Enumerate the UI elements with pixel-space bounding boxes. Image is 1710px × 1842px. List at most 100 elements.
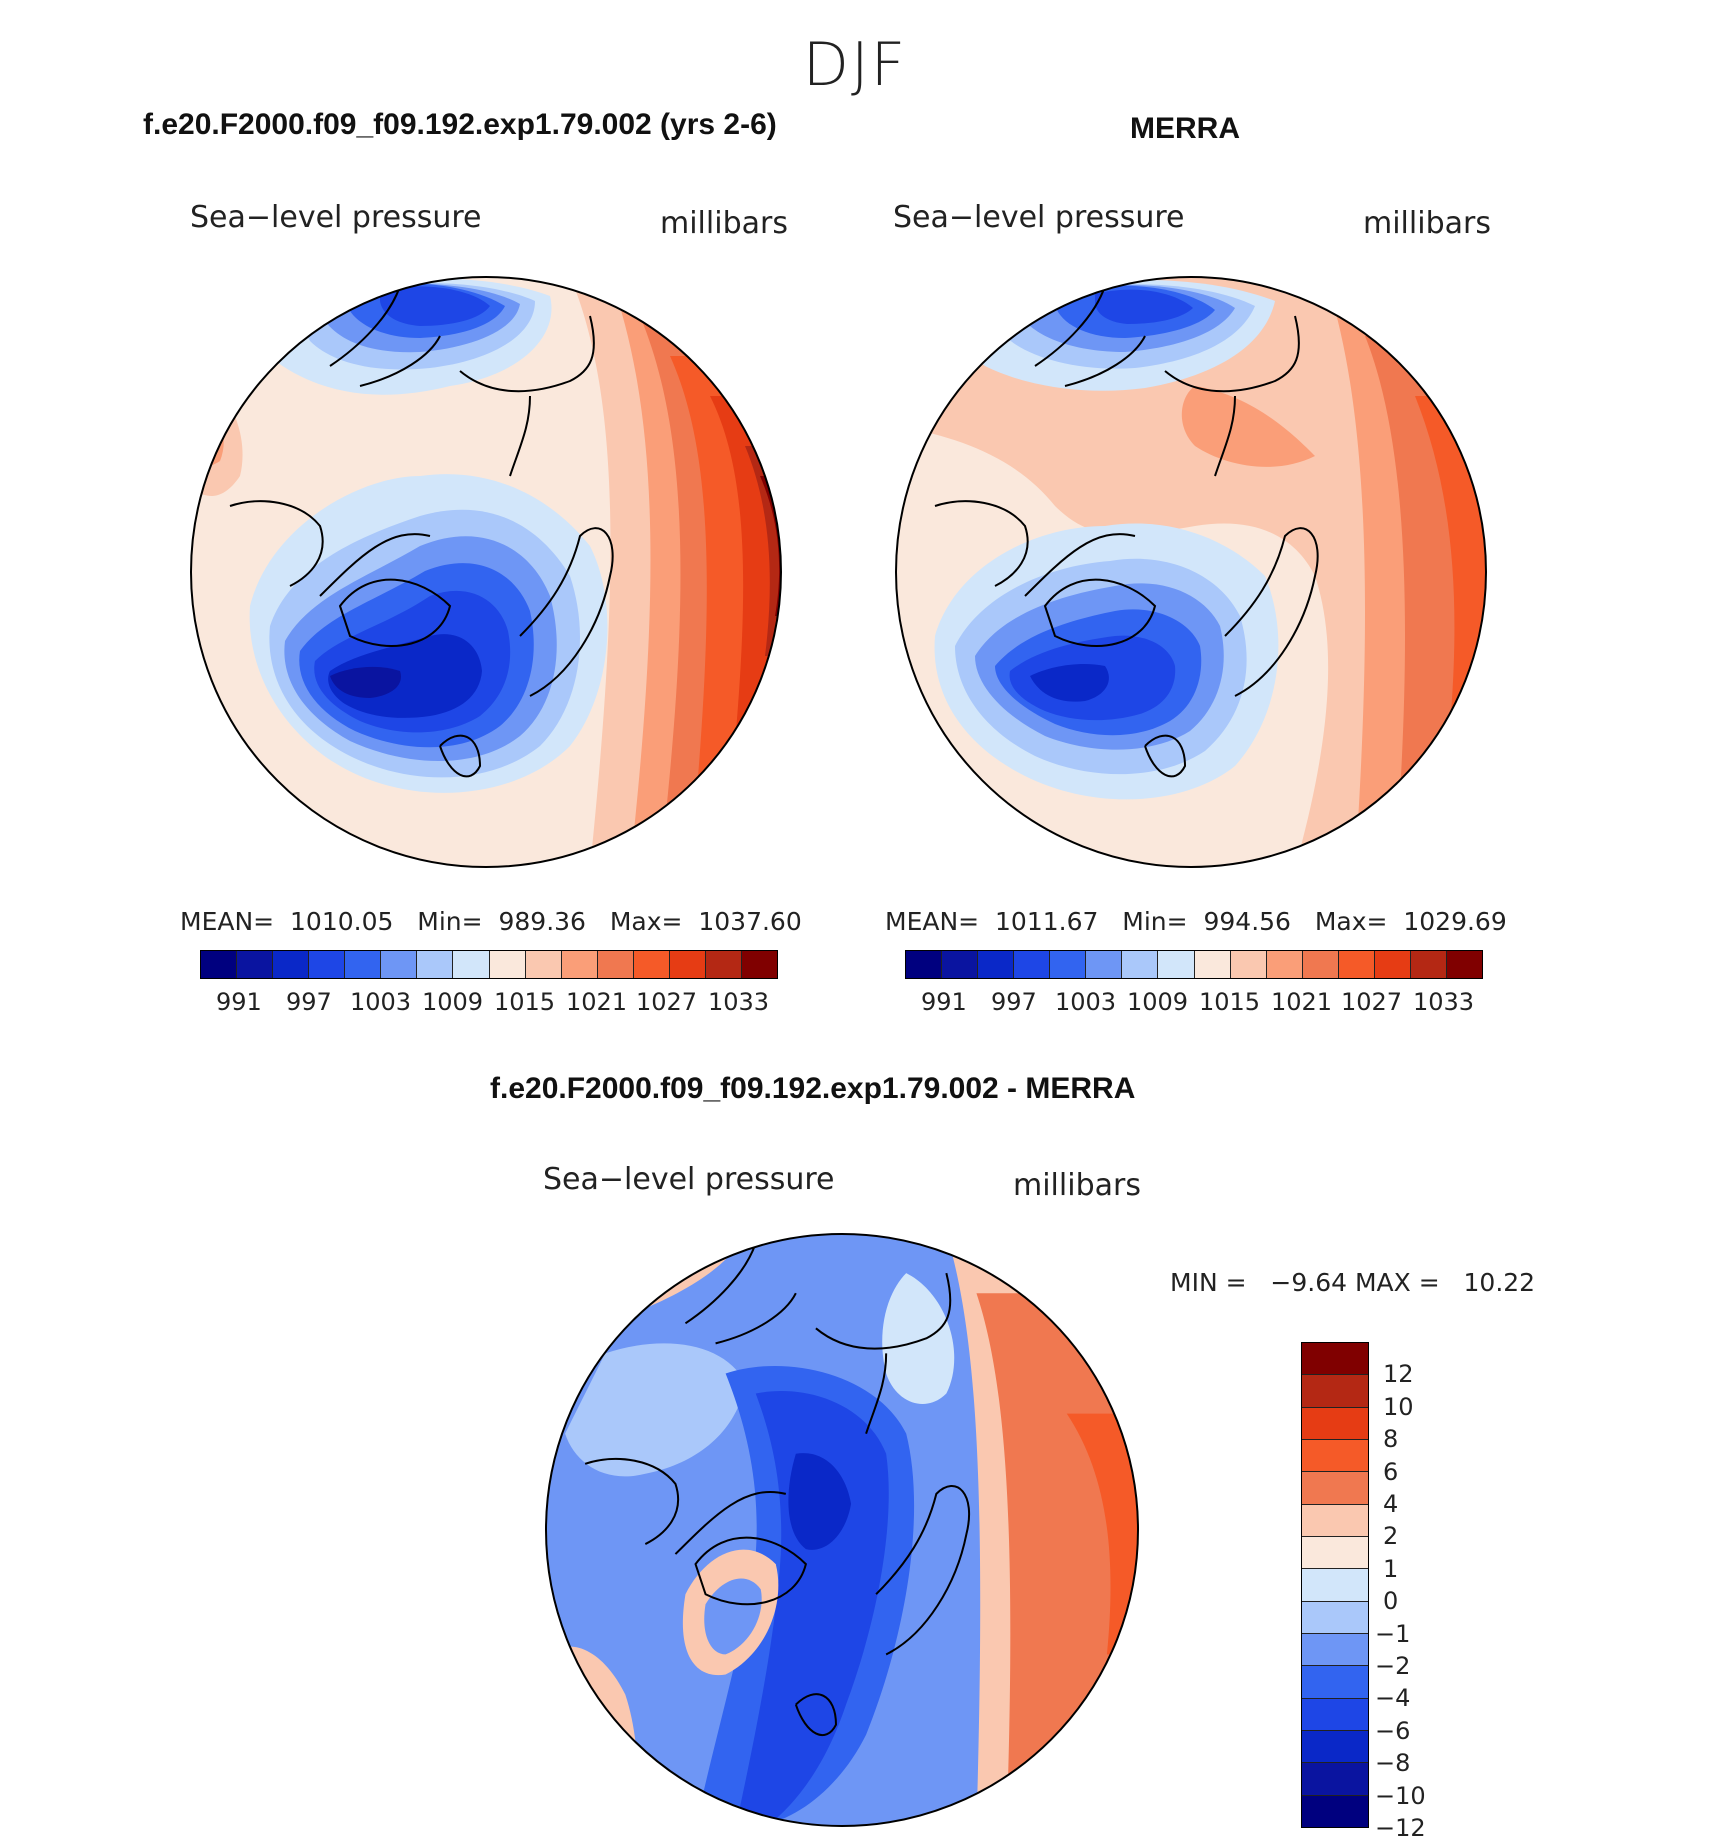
colorbar-swatch [1302, 1439, 1368, 1473]
colorbar-swatch [1302, 1375, 1368, 1408]
colorbar-tick: 1027 [636, 988, 698, 1016]
model-stats: MEAN= 1010.05 Min= 989.36 Max= 1037.60 [180, 907, 802, 936]
colorbar-tick: −12 [1375, 1814, 1426, 1842]
diff-variable-label: Sea−level pressure [543, 1162, 835, 1197]
colorbar-swatch [1122, 951, 1159, 978]
colorbar-tick: −2 [1375, 1652, 1411, 1680]
colorbar-tick: 2 [1383, 1522, 1399, 1551]
colorbar-tick: 6 [1383, 1457, 1399, 1486]
colorbar-swatch [1302, 951, 1339, 978]
colorbar-swatch [942, 951, 979, 978]
model-variable-label: Sea−level pressure [190, 200, 482, 235]
colorbar-swatch [345, 951, 382, 978]
diff-polar-map [545, 1233, 1139, 1827]
colorbar-swatch [1302, 1763, 1368, 1796]
diff-colorbar-labels: 12 10 8 6 4 2 1 0 −1 −2 −4 −6 −8 −10 −12 [1375, 1342, 1463, 1842]
colorbar-swatch [381, 951, 418, 978]
colorbar-tick: −6 [1375, 1716, 1411, 1745]
colorbar-tick: 8 [1383, 1425, 1399, 1454]
colorbar-swatch [1302, 1601, 1368, 1634]
colorbar-tick: 1033 [1413, 988, 1475, 1016]
colorbar-swatch [978, 951, 1015, 978]
colorbar-swatch [1302, 1569, 1368, 1602]
colorbar-swatch [633, 951, 670, 978]
model-colorbar-labels: 991 997 1003 1009 1015 1021 1027 1033 [200, 988, 778, 1018]
colorbar-tick: 1033 [708, 988, 770, 1016]
colorbar-tick: 1021 [1271, 988, 1333, 1016]
colorbar-swatch [273, 951, 310, 978]
colorbar-tick: 1027 [1341, 988, 1403, 1016]
colorbar-swatch [1266, 951, 1303, 978]
colorbar-swatch [741, 951, 777, 978]
colorbar-tick: 4 [1383, 1490, 1399, 1518]
colorbar-swatch [906, 951, 943, 978]
colorbar-tick: −10 [1375, 1781, 1426, 1810]
obs-colorbar-labels: 991 997 1003 1009 1015 1021 1027 1033 [905, 988, 1483, 1018]
colorbar-tick: 1015 [1199, 988, 1261, 1016]
colorbar-swatch [1230, 951, 1267, 978]
colorbar-tick: 1015 [494, 988, 556, 1016]
colorbar-swatch [1050, 951, 1087, 978]
colorbar-swatch [1302, 1730, 1368, 1764]
colorbar-swatch [489, 951, 526, 978]
obs-stats: MEAN= 1011.67 Min= 994.56 Max= 1029.69 [885, 907, 1507, 936]
colorbar-tick: −1 [1375, 1619, 1411, 1648]
colorbar-swatch [1302, 1633, 1368, 1667]
colorbar-swatch [1086, 951, 1123, 978]
colorbar-tick: 1 [1383, 1554, 1399, 1583]
colorbar-swatch [669, 951, 706, 978]
colorbar-swatch [201, 951, 238, 978]
colorbar-swatch [1302, 1407, 1368, 1440]
colorbar-swatch [1446, 951, 1482, 978]
colorbar-tick: 10 [1383, 1392, 1414, 1421]
colorbar-tick: 1009 [1127, 988, 1189, 1016]
colorbar-swatch [1302, 1536, 1368, 1570]
model-colorbar [200, 950, 778, 979]
obs-polar-map [895, 276, 1487, 868]
colorbar-swatch [453, 951, 490, 978]
colorbar-swatch [561, 951, 598, 978]
colorbar-swatch [1158, 951, 1195, 978]
model-polar-map [190, 276, 782, 868]
colorbar-tick: 997 [286, 988, 332, 1016]
colorbar-swatch [1302, 1698, 1368, 1731]
colorbar-swatch [237, 951, 274, 978]
colorbar-swatch [1410, 951, 1447, 978]
season-title: DJF [802, 30, 908, 100]
colorbar-swatch [1338, 951, 1375, 978]
colorbar-swatch [1302, 1666, 1368, 1699]
colorbar-tick: 0 [1383, 1587, 1399, 1616]
colorbar-swatch [1302, 1343, 1368, 1376]
colorbar-tick: 1003 [350, 988, 412, 1016]
colorbar-tick: 1021 [566, 988, 628, 1016]
obs-panel-title: MERRA [1130, 112, 1240, 145]
colorbar-swatch [1302, 1504, 1368, 1537]
colorbar-swatch [525, 951, 562, 978]
colorbar-tick: 1009 [422, 988, 484, 1016]
colorbar-tick: −4 [1375, 1684, 1411, 1713]
colorbar-swatch [1014, 951, 1051, 978]
colorbar-tick: 12 [1383, 1360, 1414, 1389]
diff-colorbar [1301, 1342, 1369, 1828]
colorbar-tick: −8 [1375, 1749, 1411, 1778]
colorbar-swatch [597, 951, 634, 978]
model-units-label: millibars [660, 206, 788, 241]
obs-variable-label: Sea−level pressure [893, 200, 1185, 235]
colorbar-swatch [309, 951, 346, 978]
colorbar-swatch [1194, 951, 1231, 978]
obs-units-label: millibars [1363, 206, 1491, 241]
diff-panel-title: f.e20.F2000.f09_f09.192.exp1.79.002 - ME… [490, 1072, 1136, 1105]
colorbar-swatch [1302, 1472, 1368, 1505]
obs-colorbar [905, 950, 1483, 979]
colorbar-tick: 991 [216, 988, 262, 1016]
colorbar-swatch [1302, 1795, 1368, 1827]
colorbar-tick: 991 [921, 988, 967, 1016]
colorbar-swatch [705, 951, 742, 978]
colorbar-tick: 1003 [1055, 988, 1117, 1016]
colorbar-swatch [417, 951, 454, 978]
model-panel-title: f.e20.F2000.f09_f09.192.exp1.79.002 (yrs… [143, 108, 777, 141]
diff-stats: MIN = −9.64 MAX = 10.22 [1170, 1268, 1536, 1297]
diff-units-label: millibars [1013, 1168, 1141, 1203]
colorbar-swatch [1374, 951, 1411, 978]
colorbar-tick: 997 [991, 988, 1037, 1016]
